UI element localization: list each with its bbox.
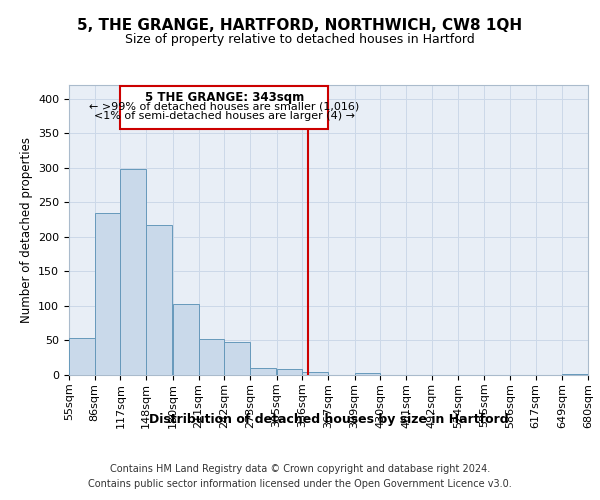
Text: 5, THE GRANGE, HARTFORD, NORTHWICH, CW8 1QH: 5, THE GRANGE, HARTFORD, NORTHWICH, CW8 … [77,18,523,32]
FancyBboxPatch shape [121,86,328,129]
Text: Contains public sector information licensed under the Open Government Licence v3: Contains public sector information licen… [88,479,512,489]
Y-axis label: Number of detached properties: Number of detached properties [20,137,32,323]
Bar [173,304,199,375]
Bar [302,372,328,375]
Text: Size of property relative to detached houses in Hartford: Size of property relative to detached ho… [125,32,475,46]
Text: <1% of semi-detached houses are larger (4) →: <1% of semi-detached houses are larger (… [94,111,355,121]
Text: Distribution of detached houses by size in Hartford: Distribution of detached houses by size … [149,412,509,426]
Bar [250,368,276,375]
Bar [95,214,121,375]
Bar [146,225,172,375]
Bar [277,370,302,375]
Bar [224,342,250,375]
Text: ← >99% of detached houses are smaller (1,016): ← >99% of detached houses are smaller (1… [89,102,359,112]
Text: 5 THE GRANGE: 343sqm: 5 THE GRANGE: 343sqm [145,91,304,104]
Bar [199,339,224,375]
Bar [121,169,146,375]
Text: Contains HM Land Registry data © Crown copyright and database right 2024.: Contains HM Land Registry data © Crown c… [110,464,490,474]
Bar [355,373,380,375]
Bar [69,338,95,375]
Bar [562,374,588,375]
